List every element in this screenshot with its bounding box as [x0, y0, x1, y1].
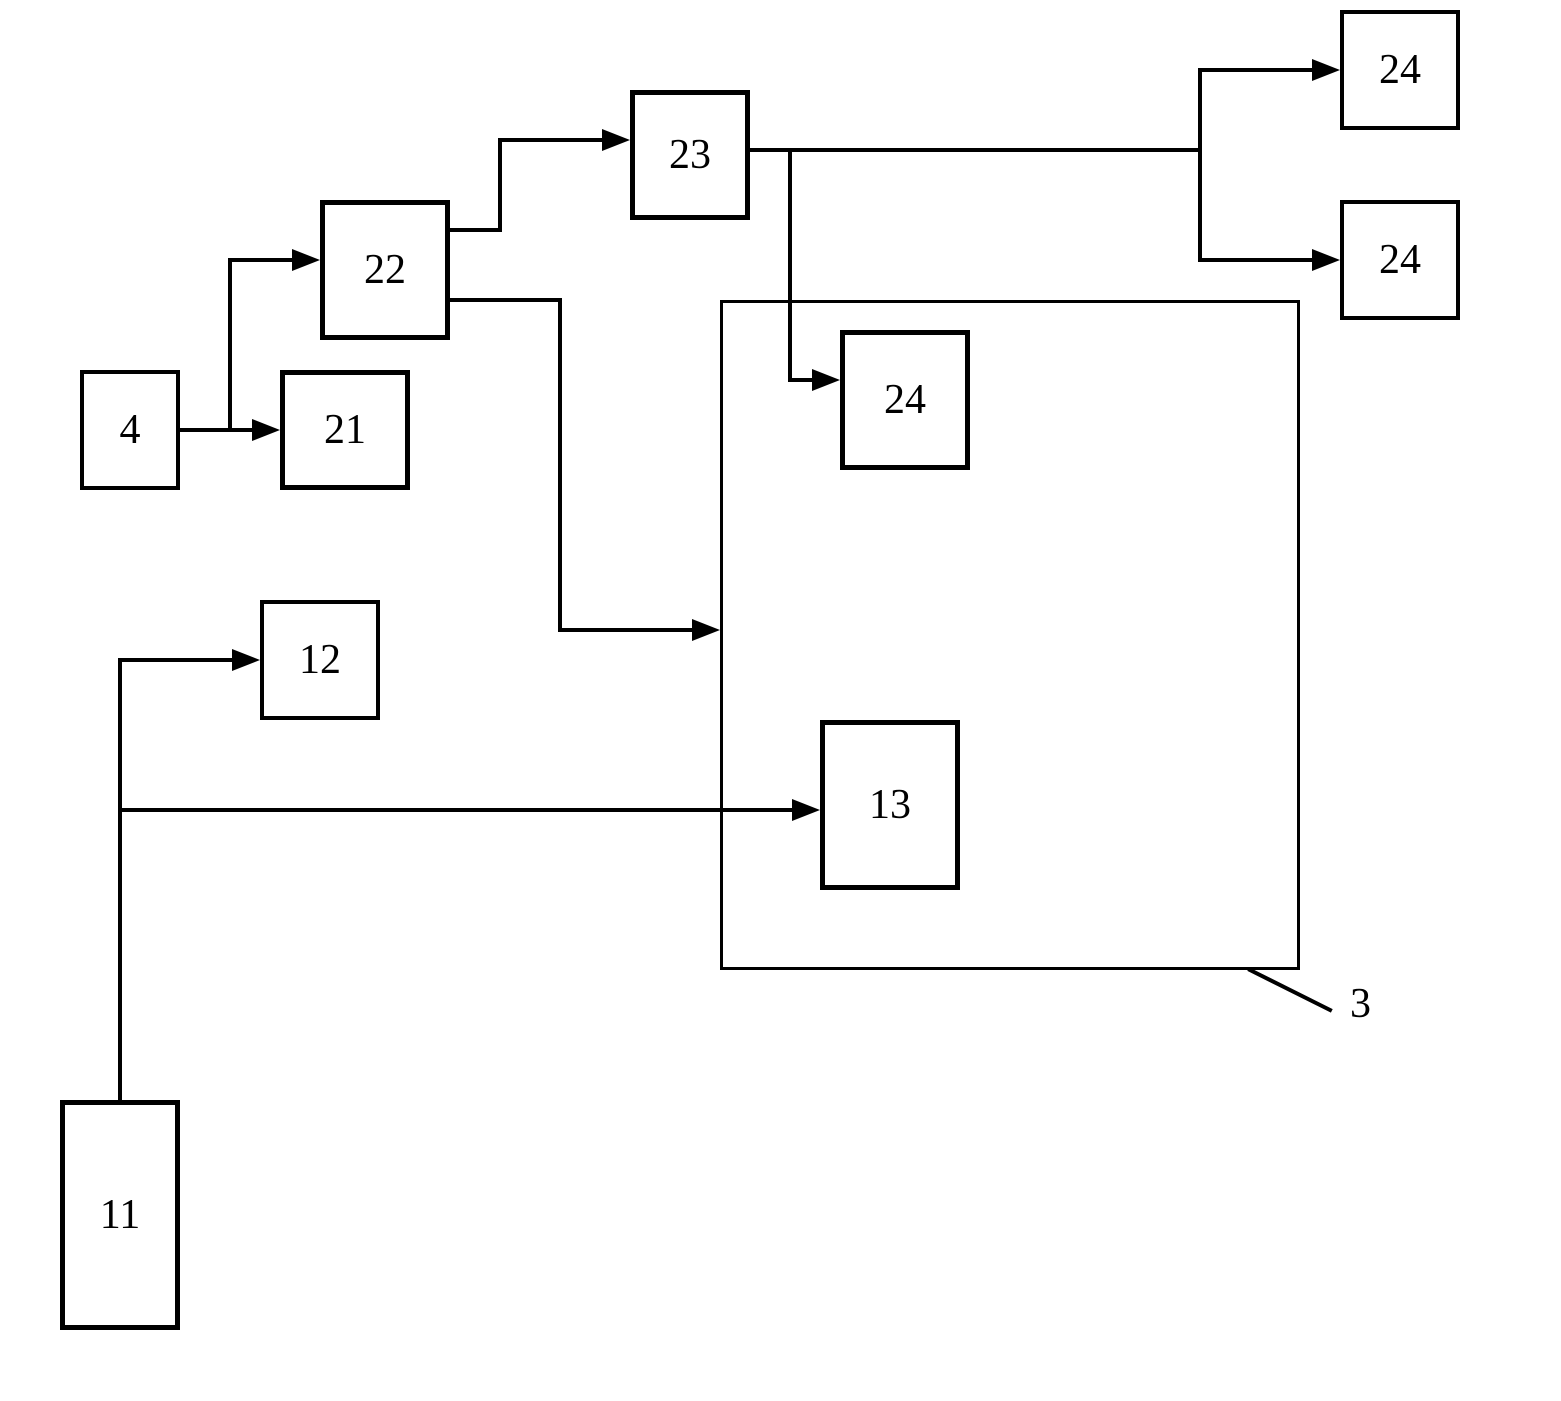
node-n24c: 24	[840, 330, 970, 470]
arrow-head	[292, 249, 320, 271]
node-n12: 12	[260, 600, 380, 720]
node-label: 22	[364, 246, 406, 294]
node-group3	[720, 300, 1300, 970]
node-label: 24	[1379, 236, 1421, 284]
connector-segment	[1250, 970, 1330, 1010]
node-n23: 23	[630, 90, 750, 220]
node-label: 24	[884, 376, 926, 424]
node-label: 12	[299, 636, 341, 684]
node-label: 24	[1379, 46, 1421, 94]
node-n13: 13	[820, 720, 960, 890]
node-n4: 4	[80, 370, 180, 490]
node-n24a: 24	[1340, 10, 1460, 130]
node-n21: 21	[280, 370, 410, 490]
arrow-head	[232, 649, 260, 671]
node-label: 11	[100, 1191, 140, 1239]
node-label: 21	[324, 406, 366, 454]
arrow-head	[252, 419, 280, 441]
node-n11: 11	[60, 1100, 180, 1330]
node-n22: 22	[320, 200, 450, 340]
node-label: 4	[120, 406, 141, 454]
arrow-head	[692, 619, 720, 641]
arrow-head	[1312, 249, 1340, 271]
diagram-stage: 4 21 22 23 24 24 24 13 12 11 3	[0, 0, 1561, 1401]
node-n24b: 24	[1340, 200, 1460, 320]
node-label: 23	[669, 131, 711, 179]
arrow-head	[1312, 59, 1340, 81]
arrow-head	[602, 129, 630, 151]
label-lbl3: 3	[1350, 980, 1371, 1028]
node-label: 13	[869, 781, 911, 829]
